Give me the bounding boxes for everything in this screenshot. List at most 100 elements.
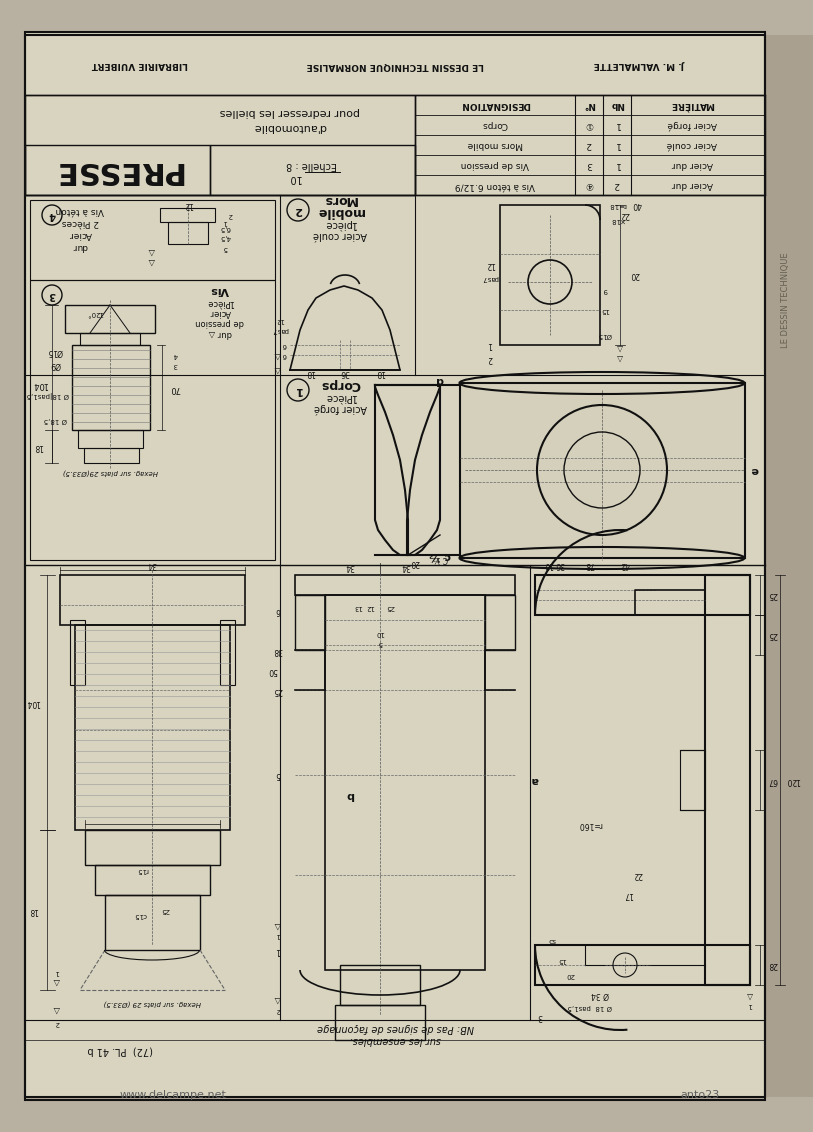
Text: 1: 1 xyxy=(488,341,493,350)
Text: 5: 5 xyxy=(276,771,280,780)
Text: ×18: ×18 xyxy=(611,217,625,223)
Text: △: △ xyxy=(617,353,623,362)
Text: △: △ xyxy=(275,995,281,1004)
Text: 120: 120 xyxy=(786,775,800,784)
Bar xyxy=(25,145,210,195)
Text: Acier: Acier xyxy=(68,230,92,239)
Text: 10: 10 xyxy=(543,560,553,569)
Text: 4: 4 xyxy=(173,352,177,358)
Text: 38: 38 xyxy=(273,645,283,654)
Text: NB: Pas de signes de façonnage: NB: Pas de signes de façonnage xyxy=(316,1023,473,1034)
Text: Vis de pression: Vis de pression xyxy=(461,161,529,170)
Text: 34: 34 xyxy=(401,563,411,572)
Text: △: △ xyxy=(617,343,623,352)
Text: Ø15: Ø15 xyxy=(598,332,612,338)
Text: 36: 36 xyxy=(340,369,350,377)
Bar xyxy=(160,208,215,222)
Text: r=160: r=160 xyxy=(578,821,602,830)
Bar xyxy=(485,595,515,650)
Text: mobile: mobile xyxy=(316,206,363,218)
Text: pas7: pas7 xyxy=(272,327,289,333)
Text: sur les ensembles.: sur les ensembles. xyxy=(350,1035,441,1045)
Text: 15: 15 xyxy=(558,957,567,963)
Bar xyxy=(220,620,235,685)
Text: Ø 18  pas1,5: Ø 18 pas1,5 xyxy=(567,1004,612,1010)
Text: c15: c15 xyxy=(133,912,146,918)
Text: 10: 10 xyxy=(290,173,334,183)
Text: dur: dur xyxy=(72,241,88,250)
Text: △: △ xyxy=(275,351,281,360)
Text: Acier forgé: Acier forgé xyxy=(667,120,717,130)
Text: 6,5: 6,5 xyxy=(220,225,231,231)
Bar xyxy=(72,345,150,430)
Bar xyxy=(168,222,208,245)
Text: pas7: pas7 xyxy=(481,275,498,281)
Text: (72)  PL. 41 b: (72) PL. 41 b xyxy=(87,1045,153,1055)
Text: www.delcampe.net: www.delcampe.net xyxy=(120,1090,227,1100)
Text: 2: 2 xyxy=(54,1020,59,1026)
Bar xyxy=(105,895,200,950)
Text: ①: ① xyxy=(585,120,593,129)
Text: Ø 18,5: Ø 18,5 xyxy=(43,417,67,423)
Bar xyxy=(65,305,155,333)
Text: 22: 22 xyxy=(620,211,630,220)
Text: 67: 67 xyxy=(768,775,778,784)
Text: Ø 18|pas1,5: Ø 18|pas1,5 xyxy=(27,392,69,398)
Text: PRESSE: PRESSE xyxy=(52,155,182,185)
Bar xyxy=(80,333,140,345)
Text: △: △ xyxy=(54,978,60,986)
Text: pour redresser les bielles: pour redresser les bielles xyxy=(220,108,360,117)
Text: 34: 34 xyxy=(147,560,157,569)
Bar xyxy=(325,595,485,970)
Text: 20: 20 xyxy=(566,972,575,978)
Text: Ø9: Ø9 xyxy=(50,360,60,369)
Text: DESIGNATION: DESIGNATION xyxy=(460,101,530,110)
Text: LE DESSIN TECHNIQUE NORMALISE: LE DESSIN TECHNIQUE NORMALISE xyxy=(307,60,484,69)
Text: anto23: anto23 xyxy=(680,1090,720,1100)
Text: 1: 1 xyxy=(294,385,302,395)
Text: 4: 4 xyxy=(49,211,55,220)
Text: 25: 25 xyxy=(385,604,394,610)
Text: Acier coulé: Acier coulé xyxy=(313,230,367,240)
Text: 2: 2 xyxy=(228,212,233,218)
Bar xyxy=(460,383,745,558)
Text: △: △ xyxy=(747,990,753,1000)
Text: r=18: r=18 xyxy=(608,201,626,208)
Text: d: d xyxy=(436,375,444,385)
Bar xyxy=(535,575,750,615)
Text: 3: 3 xyxy=(537,1012,542,1021)
Bar xyxy=(535,945,750,985)
Text: Acier dur: Acier dur xyxy=(672,161,712,170)
Text: r15: r15 xyxy=(136,867,148,873)
Bar xyxy=(295,595,325,650)
Text: 12: 12 xyxy=(485,260,495,269)
Text: 9: 9 xyxy=(602,288,607,293)
Text: 70: 70 xyxy=(170,384,180,393)
Text: J. M. VALMALETTE: J. M. VALMALETTE xyxy=(594,60,685,69)
Text: 25: 25 xyxy=(768,631,778,640)
Text: de pression: de pression xyxy=(196,318,245,327)
Text: 104: 104 xyxy=(33,379,48,388)
Text: 1Pièce: 1Pièce xyxy=(207,299,234,308)
Text: 22: 22 xyxy=(633,871,643,880)
Text: Corps: Corps xyxy=(320,378,360,392)
Text: 2: 2 xyxy=(294,205,302,215)
Bar xyxy=(30,200,275,280)
Text: 1: 1 xyxy=(276,945,280,954)
Text: 25: 25 xyxy=(161,907,169,914)
Text: Hexag. sur plats 29(Ø33.5): Hexag. sur plats 29(Ø33.5) xyxy=(63,469,158,475)
Text: 1: 1 xyxy=(748,1002,752,1007)
Text: Acier dur: Acier dur xyxy=(672,180,712,189)
Text: 2: 2 xyxy=(276,1007,280,1013)
Text: 36: 36 xyxy=(555,560,565,569)
Text: 5: 5 xyxy=(223,245,227,251)
Bar xyxy=(340,964,420,1005)
Text: MATIÈRE: MATIÈRE xyxy=(670,101,714,110)
Text: △: △ xyxy=(149,257,155,266)
Bar xyxy=(95,865,210,895)
Text: 4,5: 4,5 xyxy=(220,234,231,240)
Text: Vis à téton 6.12/9: Vis à téton 6.12/9 xyxy=(455,180,535,189)
Text: 15: 15 xyxy=(601,307,610,314)
Text: 18: 18 xyxy=(33,443,43,452)
Text: 20: 20 xyxy=(630,271,640,280)
